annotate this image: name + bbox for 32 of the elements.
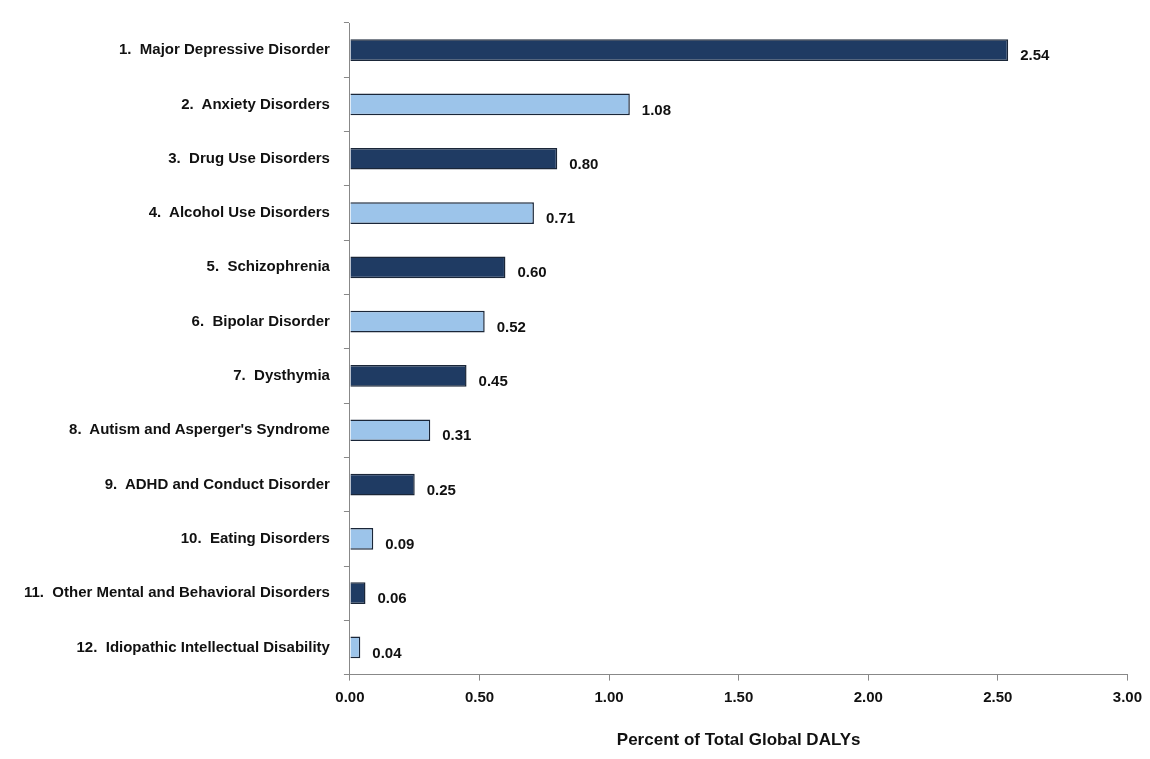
y-tick-label: 7. Dysthymia [233, 366, 331, 384]
y-tick-label: 4. Alcohol Use Disorders [148, 203, 330, 221]
data-label: 0.60 [517, 263, 547, 281]
y-tick-label: 11. Other Mental and Behavioral Disorders [24, 583, 330, 601]
x-axis-title: Percent of Total Global DALYs [616, 730, 861, 750]
x-tick-label: 2.50 [983, 687, 1013, 705]
y-tick-label: 3. Drug Use Disorders [168, 148, 330, 166]
data-label: 0.09 [385, 534, 415, 552]
y-tick-label: 1. Major Depressive Disorder [119, 40, 331, 58]
x-tick-label: 0.50 [464, 687, 495, 705]
data-label: 0.04 [372, 643, 403, 661]
y-tick-label: 8. Autism and Asperger's Syndrome [69, 420, 330, 438]
data-label: 0.25 [426, 480, 456, 498]
data-label: 2.54 [1020, 46, 1051, 64]
data-label: 0.52 [496, 317, 526, 335]
data-label: 0.06 [377, 589, 407, 607]
y-tick-label: 12. Idiopathic Intellectual Disability [76, 637, 331, 655]
x-tick-label: 2.00 [853, 687, 883, 705]
data-label: 0.80 [569, 154, 599, 172]
y-tick-label: 6. Bipolar Disorder [191, 311, 331, 329]
y-tick-label: 2. Anxiety Disorders [181, 94, 330, 112]
data-label: 0.31 [442, 426, 472, 444]
x-tick-label: 3.00 [1112, 687, 1142, 705]
y-tick-label: 10. Eating Disorders [180, 528, 330, 546]
data-label: 1.08 [641, 100, 672, 118]
y-tick-label: 5. Schizophrenia [206, 257, 331, 275]
x-tick-label: 1.00 [594, 687, 624, 705]
x-tick-label: 0.00 [335, 687, 365, 705]
data-label: 0.71 [545, 209, 576, 227]
data-label: 0.45 [478, 372, 508, 390]
y-tick-label: 9. ADHD and Conduct Disorder [104, 474, 331, 492]
x-tick-label: 1.50 [724, 687, 754, 705]
